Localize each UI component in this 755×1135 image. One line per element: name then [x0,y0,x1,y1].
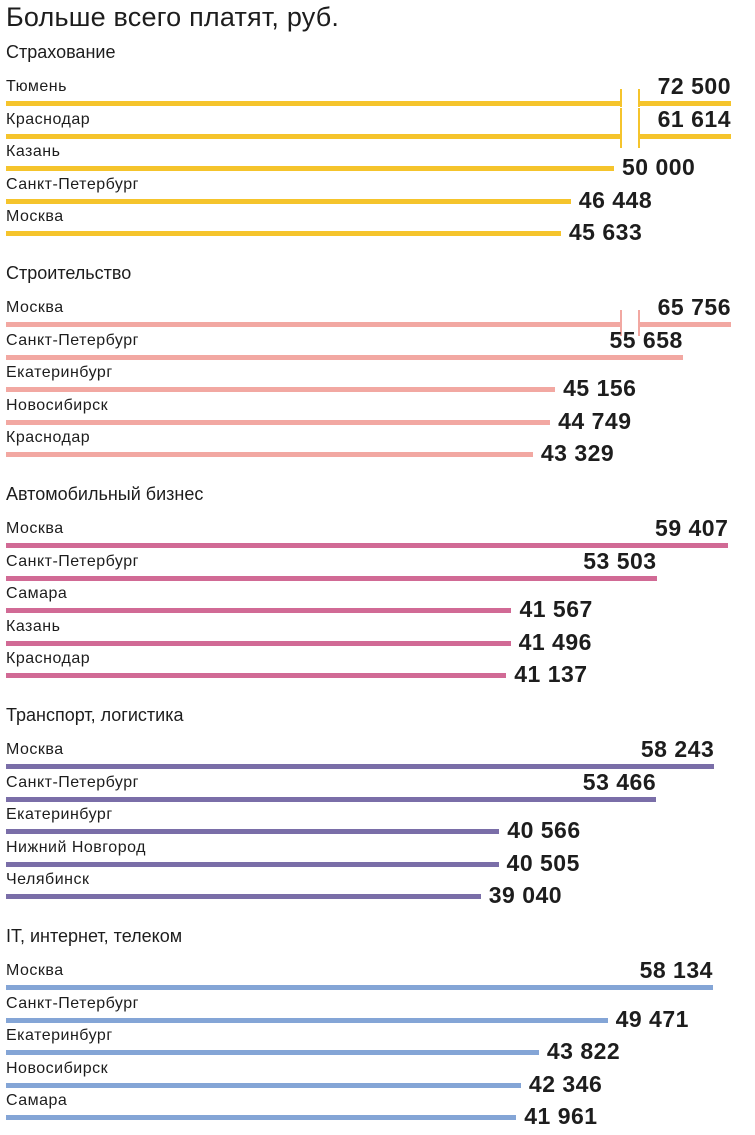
axis-break-mark [638,310,640,336]
bar [6,608,512,613]
bar [6,829,500,834]
category-label: Челябинск [6,871,90,888]
value-label: 65 756 [657,294,731,320]
group-title: Транспорт, логистика [6,705,184,725]
bar [6,1115,517,1120]
value-label: 44 749 [558,407,632,434]
axis-break-gap [621,132,638,140]
category-label: Санкт-Петербург [6,994,139,1012]
value-label: 53 503 [583,547,657,574]
category-label: Санкт-Петербург [6,773,139,791]
value-label: 41 137 [514,661,588,687]
value-label: 72 500 [657,73,731,99]
value-label: 39 040 [488,882,563,908]
category-label: Екатеринбург [6,364,113,381]
category-label: Самара [6,1092,68,1109]
category-label: Екатеринбург [6,1027,113,1044]
category-label: Санкт-Петербург [6,331,139,349]
group-title: Строительство [6,263,132,283]
value-label: 58 243 [640,736,715,762]
chart-title: Больше всего платят, руб. [6,2,340,32]
bar [6,894,481,899]
value-label: 59 407 [655,515,729,541]
category-label: Нижний Новгород [6,838,146,856]
bar [6,1017,608,1023]
bar [6,640,511,646]
value-label: 43 329 [540,440,615,466]
bar [6,575,657,581]
value-label: 41 496 [518,628,592,655]
value-label: 49 471 [615,1005,689,1032]
value-label: 55 658 [609,326,683,353]
axis-break-gap [621,321,638,328]
value-label: 40 566 [507,817,581,843]
bar [6,764,715,769]
group-title: Страхование [6,42,116,62]
category-label: Москва [6,962,64,979]
bar [6,861,499,867]
category-label: Санкт-Петербург [6,552,139,570]
value-label: 61 614 [657,105,731,132]
category-label: Санкт-Петербург [6,175,139,193]
value-label: 40 505 [506,849,580,876]
bar [6,452,533,457]
bar [6,1050,539,1055]
category-label: Новосибирск [6,396,109,414]
axis-break-mark [620,107,622,148]
axis-break-gap [621,100,638,107]
category-label: Тюмень [6,78,67,95]
category-label: Казань [6,617,61,635]
value-label: 45 633 [568,219,643,245]
category-label: Москва [6,299,64,316]
category-label: Казань [6,143,61,160]
category-label: Краснодар [6,429,91,446]
bar [6,673,507,678]
value-label: 42 346 [528,1070,603,1097]
group-title: Автомобильный бизнес [6,484,204,504]
value-label: 45 156 [563,375,637,401]
value-label: 43 822 [546,1038,621,1064]
bar [6,543,729,548]
axis-break-mark [638,89,640,107]
value-label: 50 000 [622,154,696,180]
bar [6,354,683,360]
bar [6,1082,521,1088]
axis-break-mark [620,310,622,336]
category-label: Екатеринбург [6,806,113,823]
value-label: 41 567 [519,596,593,622]
value-label: 58 134 [639,957,713,983]
bar [6,387,556,392]
bar [6,419,551,425]
category-label: Москва [6,520,64,537]
bar [6,231,561,236]
value-label: 53 466 [582,768,657,795]
category-label: Москва [6,741,64,758]
bar [6,985,713,990]
category-label: Краснодар [6,650,91,667]
bar [6,322,731,327]
bar [6,198,571,204]
category-label: Новосибирск [6,1059,109,1077]
category-label: Самара [6,585,68,602]
axis-break-mark [638,107,640,148]
value-label: 41 961 [524,1103,598,1129]
category-label: Москва [6,208,64,225]
axis-break-mark [620,89,622,107]
bar [6,133,731,139]
value-label: 46 448 [578,186,653,213]
bar [6,101,731,106]
bar [6,796,657,802]
bar [6,166,614,171]
group-title: IT, интернет, телеком [6,926,183,946]
category-label: Краснодар [6,110,91,128]
